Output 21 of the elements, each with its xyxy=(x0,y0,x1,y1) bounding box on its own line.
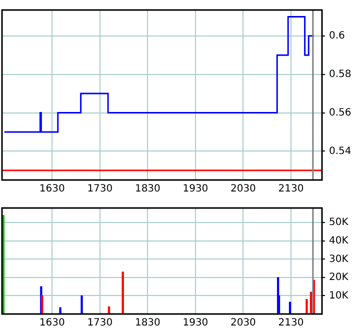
x-tick-label: 1830 xyxy=(134,184,160,195)
y-tick-label: 0.58 xyxy=(329,68,352,80)
y-tick-label: 0.54 xyxy=(329,146,352,157)
x-tick-label: 1630 xyxy=(39,318,65,329)
y-tick-label: 0.56 xyxy=(329,107,352,118)
x-tick-label: 2030 xyxy=(230,184,256,195)
y-tick-label: 30K xyxy=(329,254,349,265)
x-tick-label: 2030 xyxy=(230,318,256,329)
x-tick-label: 2130 xyxy=(278,184,304,195)
x-tick-label: 1930 xyxy=(182,318,208,329)
x-tick-label: 1930 xyxy=(182,184,208,195)
y-tick-label: 20K xyxy=(329,272,349,284)
x-tick-label: 1730 xyxy=(87,184,113,195)
y-tick-label: 50K xyxy=(329,217,349,228)
x-tick-label: 1830 xyxy=(134,318,160,329)
x-tick-label: 2130 xyxy=(278,318,304,329)
x-tick-label: 1730 xyxy=(87,318,113,329)
y-tick-label: 40K xyxy=(329,235,349,246)
y-tick-label: 0.6 xyxy=(329,30,345,42)
y-tick-label: 10K xyxy=(329,290,349,302)
x-tick-label: 1630 xyxy=(39,184,65,195)
